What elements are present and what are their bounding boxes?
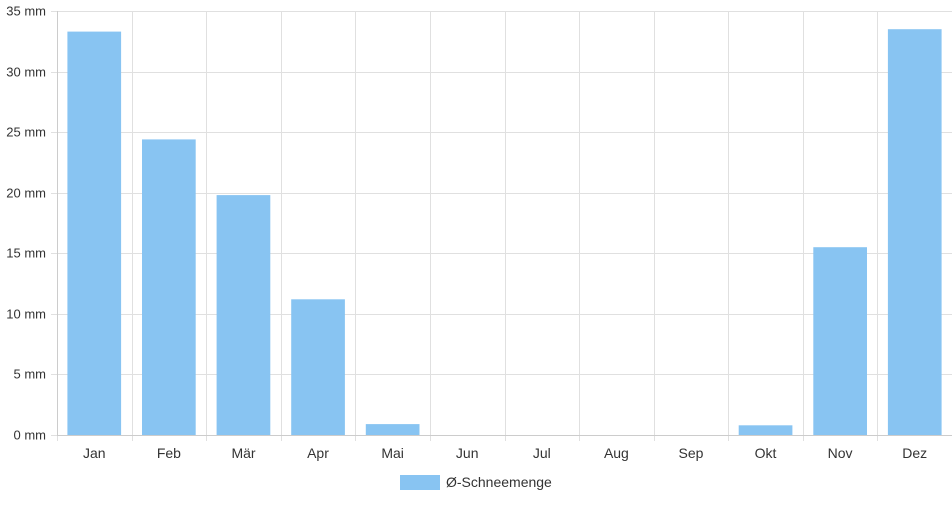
legend[interactable]: Ø-Schneemenge xyxy=(400,474,552,490)
x-tick-label: Mär xyxy=(231,445,255,461)
x-tick-label: Feb xyxy=(157,445,181,461)
x-tick-label: Nov xyxy=(828,445,853,461)
y-tick-label: 5 mm xyxy=(14,367,47,382)
bar-Apr[interactable] xyxy=(291,299,345,435)
bar-Dez[interactable] xyxy=(887,29,942,435)
y-tick-label: 25 mm xyxy=(6,125,46,140)
x-tick-labels: Jan Feb Mär Apr Mai Jun Jul Aug Sep Okt Nov Dez xyxy=(83,445,927,461)
x-tick-label: Dez xyxy=(902,445,927,461)
y-tick-label: 15 mm xyxy=(6,246,46,261)
legend-label[interactable]: Ø-Schneemenge xyxy=(446,474,552,490)
bars xyxy=(67,29,942,435)
y-tick-label: 20 mm xyxy=(6,186,46,201)
x-tick-label: Jul xyxy=(533,445,551,461)
y-tick-label: 35 mm xyxy=(6,4,46,19)
x-tick-label: Jan xyxy=(83,445,106,461)
y-tick-label: 0 mm xyxy=(14,428,47,443)
y-tick-label: 30 mm xyxy=(6,65,46,80)
bar-Mai[interactable] xyxy=(365,424,420,435)
x-tick-label: Apr xyxy=(307,445,329,461)
bar-Okt[interactable] xyxy=(738,425,793,435)
y-tick-label: 10 mm xyxy=(6,307,46,322)
x-tick-label: Mai xyxy=(381,445,404,461)
axes xyxy=(57,11,952,436)
x-tick-label: Jun xyxy=(456,445,479,461)
x-tick-label: Okt xyxy=(755,445,777,461)
legend-swatch[interactable] xyxy=(400,475,440,490)
bar-Mär[interactable] xyxy=(216,195,271,435)
bar-Nov[interactable] xyxy=(813,247,867,435)
x-tick-label: Aug xyxy=(604,445,629,461)
y-tick-labels: 0 mm 5 mm 10 mm 15 mm 20 mm 25 mm 30 mm 35 mm xyxy=(6,4,46,443)
grid-lines xyxy=(51,11,952,441)
bar-Feb[interactable] xyxy=(142,139,196,435)
bar-Jan[interactable] xyxy=(67,31,122,435)
x-tick-label: Sep xyxy=(679,445,704,461)
